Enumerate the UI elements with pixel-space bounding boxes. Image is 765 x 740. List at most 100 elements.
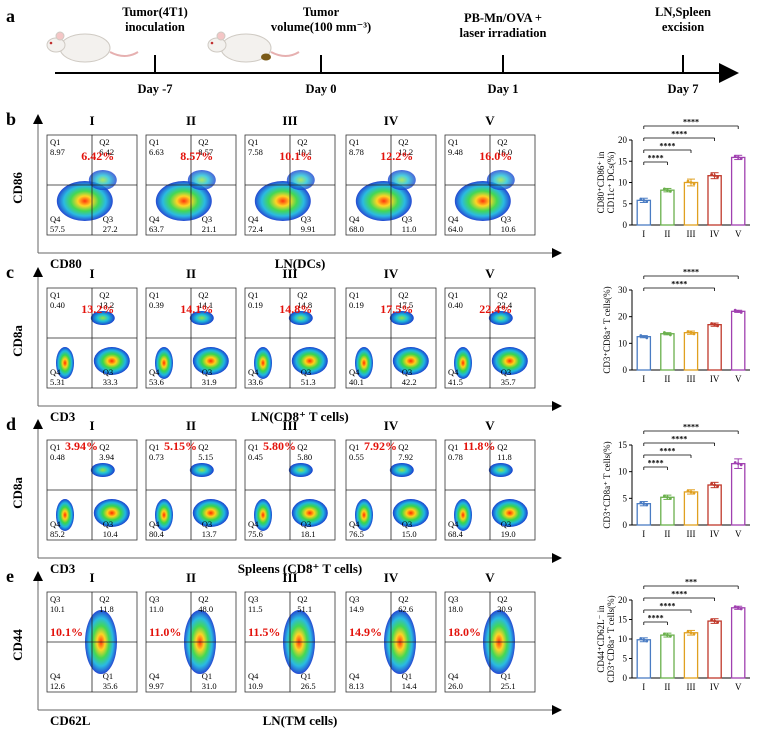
quadrant-br-value: 9.91 [301, 224, 316, 234]
data-point [645, 336, 649, 340]
data-point [736, 309, 740, 313]
x-tick-label: I [642, 529, 645, 539]
x-tick-label: V [735, 682, 742, 692]
bar-II [660, 634, 675, 679]
density-cloud [355, 347, 373, 379]
data-point [689, 490, 693, 494]
group-label: III [282, 266, 297, 281]
quadrant-bl-value: 5.31 [50, 377, 65, 387]
quadrant-tr-value: 6.42 [99, 147, 114, 157]
quadrant-tr-name: Q2 [398, 442, 408, 452]
data-point [713, 174, 716, 178]
quadrant-br-value: 35.6 [103, 681, 118, 691]
quadrant-tr-value: 5.15 [198, 452, 213, 462]
quadrant-tl-name: Q3 [248, 594, 258, 604]
data-point [733, 308, 737, 312]
quadrant-tr-value: 16.0 [497, 147, 512, 157]
quadrant-bl-value: 75.6 [248, 529, 263, 539]
quadrant-tl-value: 14.9 [349, 604, 364, 614]
density-cloud [254, 499, 272, 531]
bar-V [730, 607, 746, 679]
data-point [736, 462, 740, 466]
bar-IV [707, 175, 722, 226]
quadrant-tr-value: 13.2 [99, 300, 114, 310]
density-cloud [454, 347, 472, 379]
data-point [692, 182, 696, 186]
quadrant-tl-name: Q3 [50, 594, 60, 604]
y-tick-label: 10 [618, 467, 628, 477]
group-label: I [89, 570, 94, 585]
data-point [639, 197, 643, 201]
density-cloud [189, 463, 214, 477]
y-axis-label: CD86 [10, 172, 25, 204]
quadrant-tl-name: Q3 [349, 594, 359, 604]
quadrant-bl-value: 26.0 [448, 681, 463, 691]
y-axis-title: CD3⁺CD8a⁺ T cells(%) [602, 286, 612, 373]
quadrant-tl-value: 0.48 [50, 452, 65, 462]
quadrant-tr-value: 11.8 [497, 452, 512, 462]
data-point [692, 632, 696, 636]
quadrant-bl-value: 33.6 [248, 377, 263, 387]
event-2-bottom: volume(100 mm⁻³) [271, 20, 371, 34]
mouse-icon-tumor [207, 31, 300, 63]
data-point [642, 502, 646, 506]
highlight-percentage: 11.5% [248, 625, 280, 639]
group-label: I [89, 113, 94, 128]
density-cloud [93, 347, 130, 375]
data-point [733, 605, 737, 608]
quadrant-tl-value: 0.40 [448, 300, 463, 310]
quadrant-bl-value: 63.7 [149, 224, 164, 234]
x-tick-label: II [664, 229, 670, 239]
highlight-percentage: 3.94% [65, 439, 98, 453]
significance-stars: **** [659, 447, 675, 456]
x-tick-label: IV [710, 229, 720, 239]
quadrant-br-name: Q3 [501, 519, 511, 529]
x-axis-label: CD62L [50, 713, 91, 728]
quadrant-br-name: Q3 [202, 367, 212, 377]
x-tick-label: IV [710, 682, 720, 692]
data-point [716, 324, 719, 328]
highlight-percentage: 11.8% [463, 439, 495, 453]
quadrant-bl-name: Q4 [448, 367, 459, 377]
quadrant-br-name: Q3 [103, 214, 113, 224]
panel-letter-e: e [6, 566, 14, 586]
quadrant-bl-name: Q4 [448, 671, 459, 681]
density-cloud [192, 347, 229, 375]
highlight-percentage: 10.1% [50, 625, 83, 639]
y-tick-label: 20 [618, 312, 628, 322]
quadrant-tr-value: 51.1 [297, 604, 312, 614]
quadrant-tl-name: Q1 [50, 290, 60, 300]
quadrant-tr-value: 12.2 [398, 147, 413, 157]
group-label: II [186, 570, 196, 585]
group-label: III [282, 418, 297, 433]
bar-V [730, 156, 746, 226]
quadrant-tl-value: 11.0 [149, 604, 164, 614]
density-cloud [90, 463, 115, 477]
density-cloud [56, 347, 74, 379]
density-cloud [488, 311, 513, 325]
quadrant-br-name: Q3 [202, 214, 212, 224]
density-cloud [192, 499, 229, 527]
quadrant-bl-name: Q4 [149, 367, 160, 377]
quadrant-tr-name: Q2 [497, 290, 507, 300]
density-cloud [491, 499, 528, 527]
row-title: LN(DCs) [275, 256, 326, 271]
quadrant-tl-name: Q1 [448, 290, 458, 300]
quadrant-br-value: 18.1 [301, 529, 316, 539]
x-tick-label: I [642, 682, 645, 692]
y-axis-title-line2: CD11c⁺ DCs(%) [606, 152, 616, 214]
data-point [689, 181, 693, 184]
highlight-percentage: 16.0% [479, 149, 512, 163]
density-cloud [155, 181, 212, 221]
y-tick-label: 15 [618, 440, 628, 450]
quadrant-tr-name: Q2 [398, 137, 408, 147]
event-3-bottom: laser irradiation [460, 26, 547, 40]
x-tick-label: IV [710, 529, 720, 539]
data-point [642, 335, 646, 339]
quadrant-tr-name: Q2 [198, 290, 208, 300]
quadrant-tr-value: 5.80 [297, 452, 312, 462]
x-tick-label: III [687, 374, 696, 384]
quadrant-bl-name: Q4 [149, 671, 160, 681]
